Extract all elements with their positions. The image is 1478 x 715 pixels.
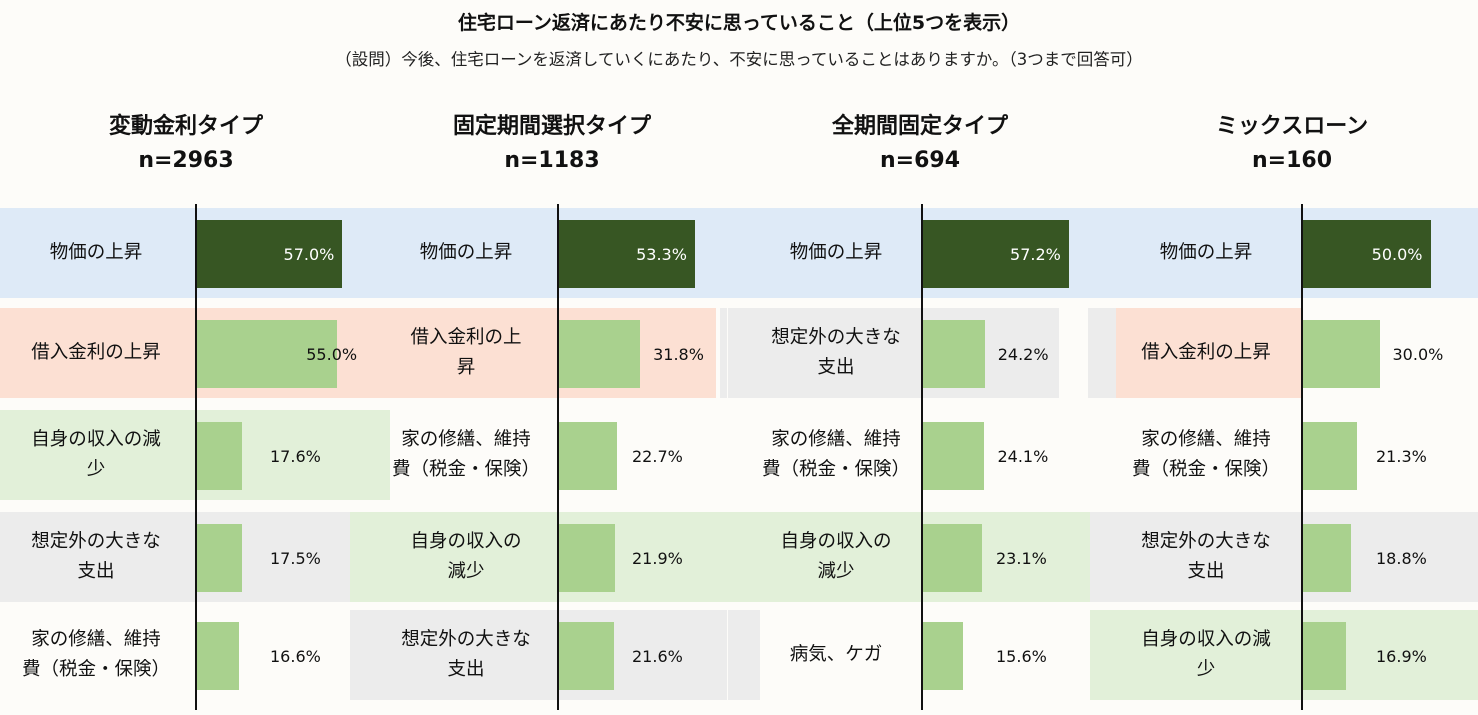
bar-value-label: 16.6% — [270, 646, 321, 666]
bar — [559, 422, 617, 490]
bar — [559, 320, 641, 388]
row-band-sotei — [728, 308, 1059, 398]
category-label: 想定外の大きな 支出 — [1141, 531, 1271, 582]
category-label: 物価の上昇 — [49, 242, 143, 263]
category-label: 物価の上昇 — [1159, 242, 1253, 263]
row-band-shunyu — [363, 410, 390, 500]
bar-value-label: 24.2% — [997, 344, 1049, 364]
row-band-shunyu — [720, 512, 1083, 602]
category-label: 家の修繕、維持 費（税金・保険） — [1131, 429, 1280, 480]
bar-value-label: 21.6% — [632, 646, 683, 666]
bar-value-label: 55.0% — [306, 344, 358, 364]
bar — [197, 220, 343, 288]
panel-title: 変動金利タイプ — [108, 114, 263, 139]
category-label: 自身の収入の減 少 — [1141, 629, 1271, 680]
row-band-sotei — [350, 610, 727, 700]
category-label: 借入金利の上昇 — [1141, 342, 1271, 363]
bar-value-label: 21.9% — [632, 548, 683, 568]
category-label: 家の修繕、維持 費（税金・保険） — [391, 429, 540, 480]
panel-sample-size: n=2963 — [138, 148, 234, 173]
bar-value-label: 15.6% — [996, 646, 1047, 666]
category-label: 家の修繕、維持 費（税金・保険） — [761, 429, 910, 480]
category-label: 自身の収入の 減少 — [780, 531, 892, 582]
bar-value-label: 53.3% — [636, 244, 687, 264]
panel-axis — [1301, 204, 1303, 710]
category-label: 家の修繕、維持 費（税金・保険） — [21, 629, 170, 680]
row-band-sotei — [1090, 512, 1478, 602]
bar — [1303, 622, 1347, 690]
bar — [923, 524, 982, 592]
category-label: 想定外の大きな 支出 — [401, 629, 531, 680]
row-band-shunyu — [1090, 610, 1478, 700]
category-label: 借入金利の上昇 — [31, 342, 161, 363]
bar — [923, 622, 963, 690]
bar — [559, 524, 615, 592]
bar — [1303, 524, 1351, 592]
panel-title: 固定期間選択タイプ — [452, 114, 651, 139]
bar — [1303, 422, 1358, 490]
bar — [1303, 320, 1380, 388]
bar — [197, 622, 240, 690]
panel-sample-size: n=1183 — [504, 148, 600, 173]
bar-value-label: 57.0% — [283, 244, 335, 264]
panel-sample-size: n=160 — [1251, 148, 1333, 173]
category-label: 物価の上昇 — [419, 242, 513, 263]
row-band-kinri — [370, 308, 716, 398]
bar-value-label: 24.1% — [997, 446, 1049, 466]
bar-value-label: 18.8% — [1376, 548, 1427, 568]
panel-title: 全期間固定タイプ — [831, 114, 1008, 139]
row-band-kinri — [1116, 308, 1302, 398]
row-band-sotei — [720, 308, 727, 398]
bar — [1303, 220, 1431, 288]
bar-value-label: 30.0% — [1392, 344, 1444, 364]
bar — [923, 320, 985, 388]
bar-value-label: 23.1% — [996, 548, 1047, 568]
row-band-shunyu — [0, 410, 385, 500]
category-label: 病気、ケガ — [789, 644, 883, 665]
bar — [923, 220, 1069, 288]
bar — [559, 220, 695, 288]
row-band-sotei — [0, 512, 350, 602]
panel-axis — [557, 204, 559, 710]
category-label: 自身の収入の減 少 — [31, 429, 161, 480]
panel-axis — [195, 204, 197, 710]
panel-title: ミックスローン — [1215, 114, 1369, 139]
bar-value-label: 17.5% — [270, 548, 321, 568]
bar — [197, 422, 242, 490]
panel-sample-size: n=694 — [879, 148, 961, 173]
bar-value-label: 17.6% — [270, 446, 321, 466]
panel-axis — [921, 204, 923, 710]
bar — [923, 422, 985, 490]
category-label: 想定外の大きな 支出 — [771, 327, 901, 378]
bar-value-label: 21.3% — [1376, 446, 1427, 466]
chart-title: 住宅ローン返済にあたり不安に思っていること（上位5つを表示） — [457, 12, 1021, 34]
category-label: 自身の収入の 減少 — [410, 531, 522, 582]
category-label: 想定外の大きな 支出 — [31, 531, 161, 582]
bar-value-label: 22.7% — [632, 446, 683, 466]
bar — [559, 622, 615, 690]
bar-value-label: 57.2% — [1010, 244, 1061, 264]
category-label: 物価の上昇 — [789, 242, 883, 263]
row-band-sotei — [728, 610, 760, 700]
bar — [197, 320, 338, 388]
bar-value-label: 50.0% — [1371, 244, 1423, 264]
bar-value-label: 16.9% — [1376, 646, 1427, 666]
bar-value-label: 31.8% — [653, 344, 704, 364]
bar — [197, 524, 242, 592]
chart-subtitle: （設問）今後、住宅ローンを返済していくにあたり、不安に思っていることはありますか… — [335, 50, 1143, 69]
category-label: 借入金利の上 昇 — [410, 327, 522, 378]
